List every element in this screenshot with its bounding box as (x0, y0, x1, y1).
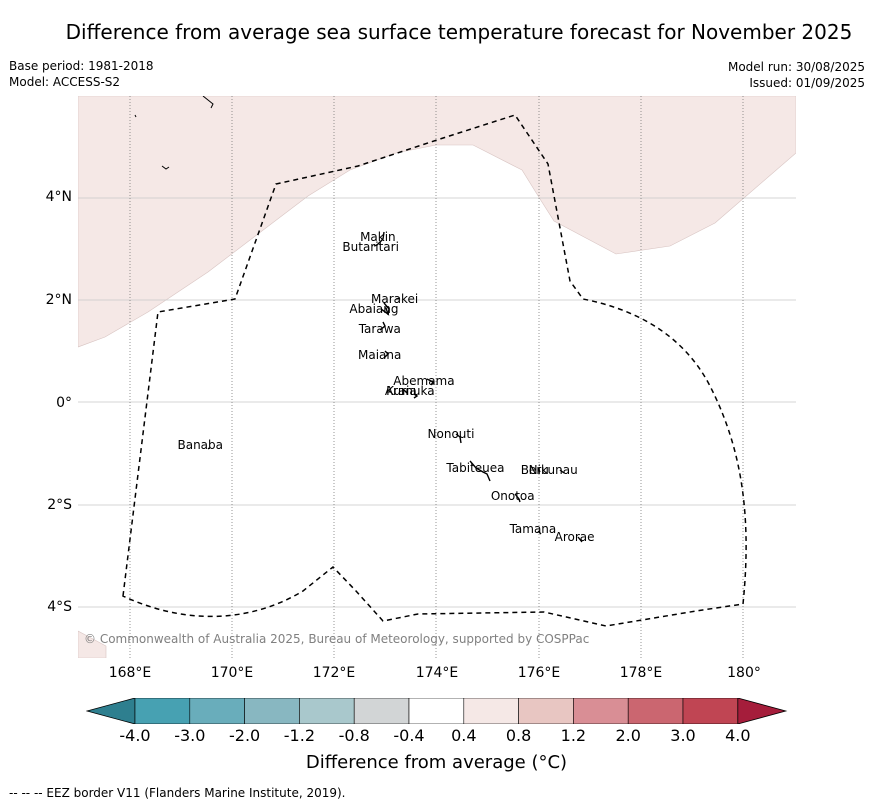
colorbar-tick-label: 4.0 (725, 726, 751, 745)
eez-footnote: -- -- -- EEZ border V11 (Flanders Marine… (9, 786, 346, 800)
copyright-text: © Commonwealth of Australia 2025, Bureau… (84, 632, 590, 646)
colorbar-cell (463, 698, 519, 724)
place-label-butaritari: Butaritari (342, 240, 399, 255)
place-label-tabiteuea: Tabiteuea (446, 460, 505, 475)
colorbar-tick-label: -0.4 (393, 726, 425, 745)
place-label-nikunau: Nikunau (528, 463, 578, 478)
colorbar-tick-label: 2.0 (615, 726, 641, 745)
place-label-banaba: Banaba (177, 437, 224, 452)
lat-gridlines (78, 197, 796, 608)
model-name: Model: ACCESS-S2 (9, 75, 121, 89)
place-label-arorae: Arorae (554, 529, 595, 544)
colorbar-tick-label: 0.4 (451, 726, 477, 745)
map-svg (78, 96, 796, 658)
place-label-marakei: Marakei (371, 291, 419, 306)
lat-label-0: 0° (56, 395, 72, 411)
lon-label-170e: 170°E (210, 665, 254, 681)
colorbar-tick-label: -2.0 (228, 726, 261, 745)
colorbar-arrow-right (737, 698, 788, 724)
place-label-nonouti: Nonouti (427, 427, 475, 442)
colorbar-tick-label: -3.0 (174, 726, 206, 745)
lon-label-172e: 172°E (312, 665, 356, 681)
colorbar-cell (408, 698, 465, 724)
lat-label-2n: 2°N (45, 292, 72, 308)
place-label-tarawa: Tarawa (358, 322, 401, 337)
colorbar-tick-label: 1.2 (560, 726, 587, 745)
lon-gridlines (129, 96, 744, 658)
colorbar-cell (682, 698, 739, 724)
model-run: Model run: 30/08/2025 (727, 60, 865, 74)
place-label-tamana: Tamana (509, 522, 557, 536)
colorbar-title: Difference from average (°C) (305, 752, 568, 773)
lon-label-168e: 168°E (108, 665, 152, 681)
place-label-makin: Makin (360, 230, 396, 245)
place-label-kuria: Kuria (386, 383, 417, 398)
lon-label-176e: 176°E (517, 665, 561, 681)
lon-label-180: 180° (727, 665, 761, 681)
lat-label-2s: 2°S (47, 497, 72, 513)
colorbar-cell (627, 698, 684, 724)
colorbar-cell (299, 698, 355, 724)
colorbar-tick-label: 3.0 (670, 726, 696, 745)
anomaly-fill-north (78, 96, 796, 348)
place-label-maiana: Maiana (357, 347, 402, 362)
issued-date: Issued: 01/09/2025 (749, 76, 865, 90)
colorbar-cell (189, 698, 245, 724)
atoll-shapes (207, 231, 583, 543)
colorbar-cell (573, 698, 629, 724)
lon-label-174e: 174°E (415, 665, 459, 681)
colorbar-tick-label: -0.8 (338, 726, 370, 745)
colorbar-cell (518, 698, 574, 724)
colorbar-tick-label: -4.0 (119, 726, 151, 745)
colorbar-cell (134, 698, 191, 724)
base-period: Base period: 1981-2018 (9, 59, 154, 73)
lat-label-4s: 4°S (47, 599, 72, 615)
anomaly-fill-south (78, 630, 107, 658)
eez-border (122, 114, 747, 627)
place-label-abaiang: Abaiang (349, 301, 399, 316)
colorbar-arrow-left (86, 698, 136, 724)
place-label-abemama: Abemama (393, 373, 455, 388)
place-label-onotoa: Onotoa (490, 488, 535, 503)
colorbar-tick-label: -1.2 (283, 726, 315, 745)
colorbar-cell (353, 698, 410, 724)
island-fragments (134, 96, 214, 170)
lon-label-178e: 178°E (619, 665, 663, 681)
colorbar (86, 698, 788, 724)
colorbar-cells (86, 698, 788, 724)
place-label-aranuka: Aranuka (384, 383, 435, 398)
lat-label-4n: 4°N (45, 189, 72, 205)
map-title: Difference from average sea surface temp… (65, 20, 853, 44)
colorbar-cell (244, 698, 300, 724)
colorbar-tick-label: 0.8 (505, 726, 532, 745)
map-panel: Makin Butaritari Marakei Abaiang Tarawa Maian… (78, 96, 796, 658)
place-label-beru: Beru (520, 463, 549, 478)
